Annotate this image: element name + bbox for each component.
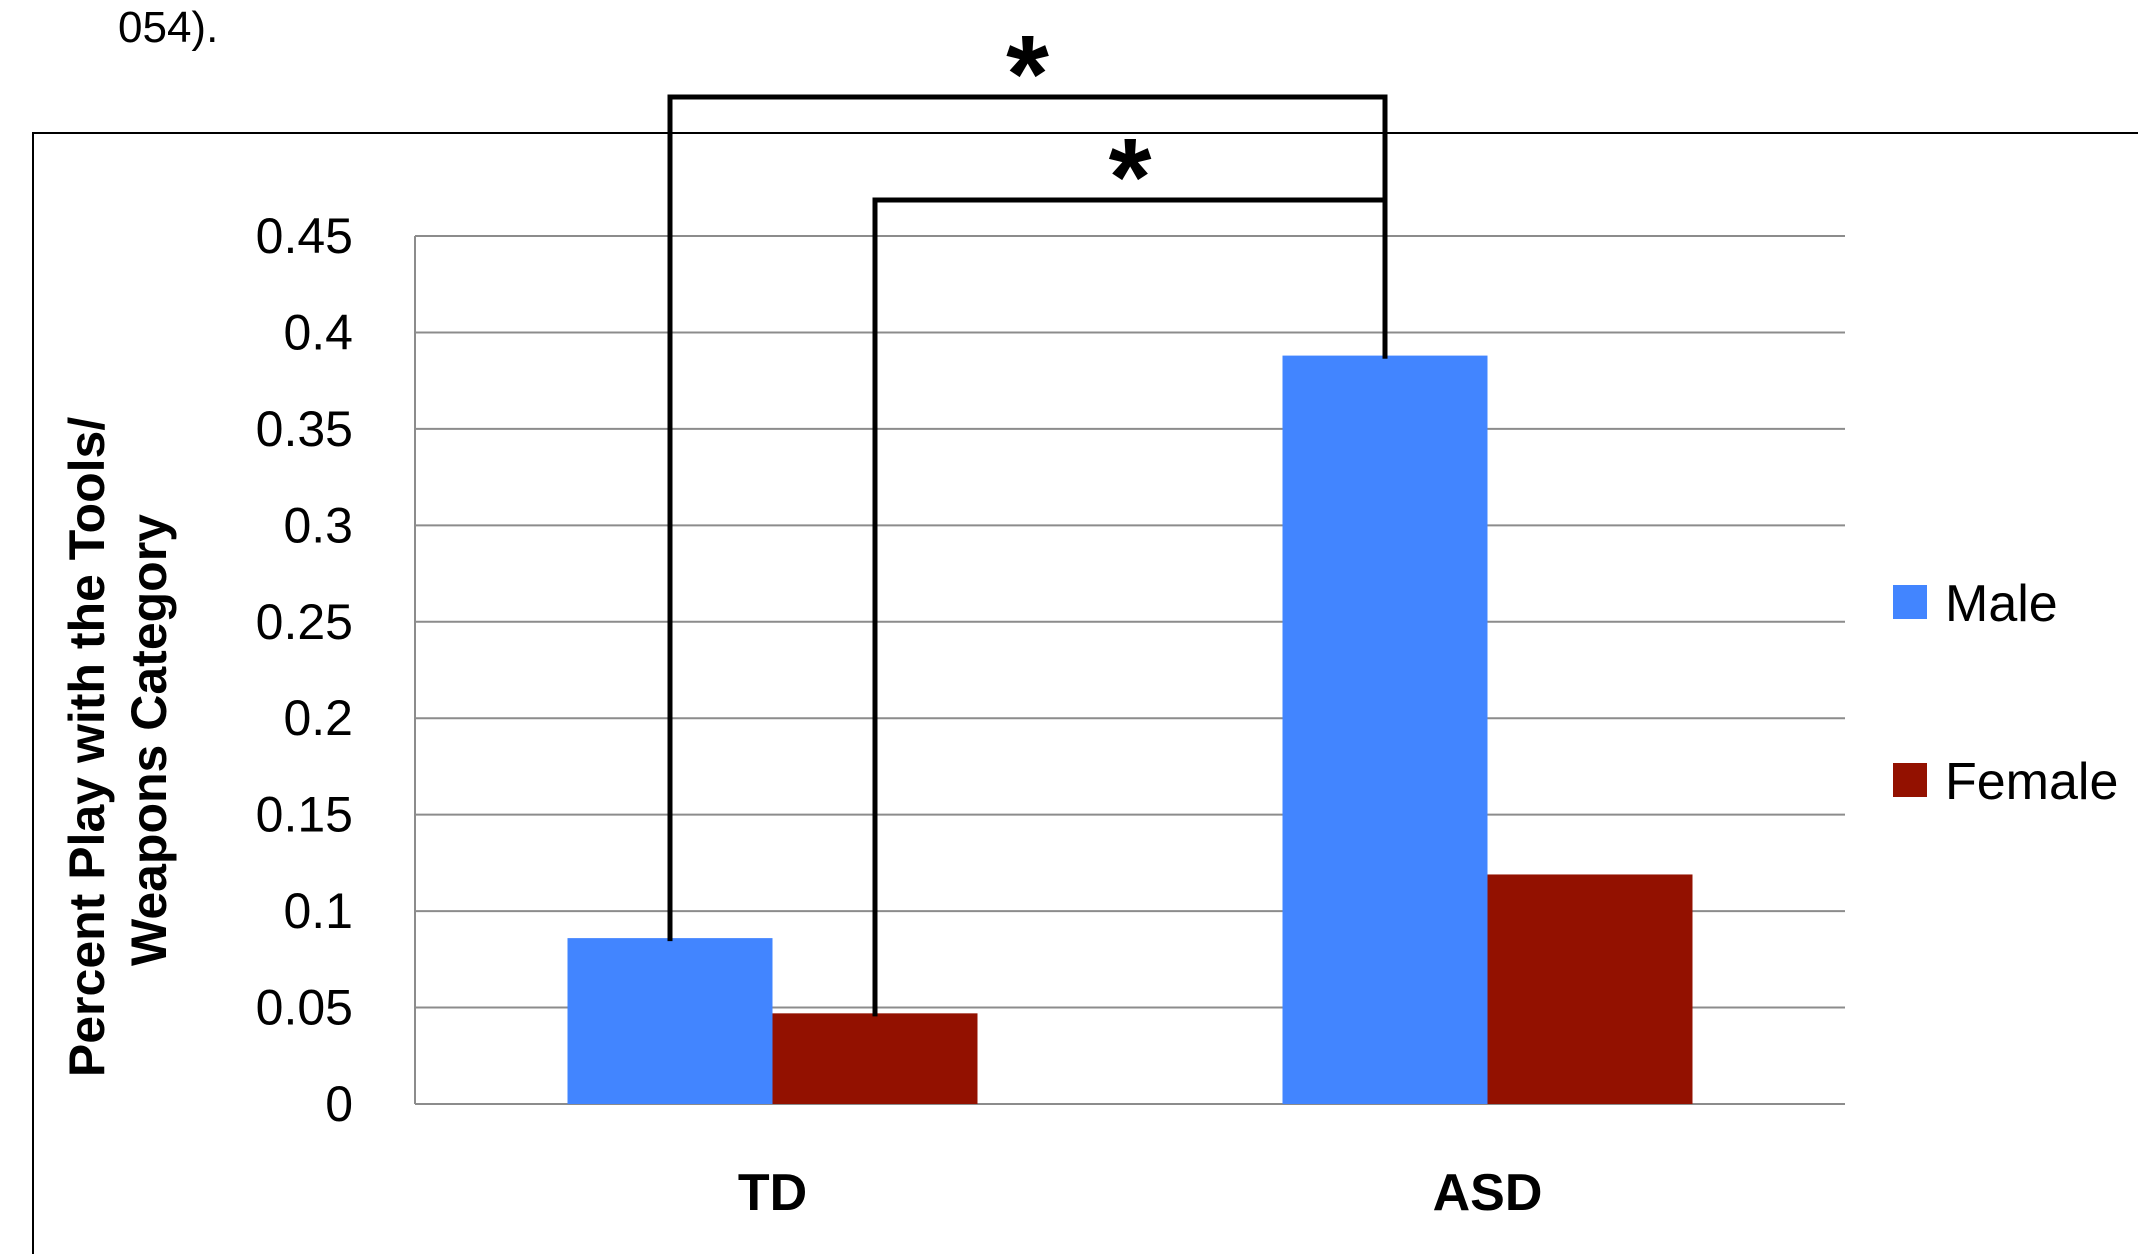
y-tick-label: 0.15 (256, 787, 353, 843)
legend-label-female: Female (1945, 753, 2118, 811)
bars (567, 355, 1693, 1104)
legend-label-male: Male (1945, 575, 2058, 633)
legend: Male Female (1893, 575, 2118, 811)
significance-star: * (1109, 116, 1152, 239)
y-tick-labels: 0 0.05 0.1 0.15 0.2 0.25 0.3 0.35 0.4 0.45 (256, 208, 353, 1132)
legend-swatch-male (1893, 585, 1927, 619)
y-axis-label-line-1: Percent Play with the Tools/ (59, 417, 115, 1077)
significance-bracket (872, 197, 1388, 1017)
y-tick-label: 0.3 (283, 497, 353, 553)
category-labels: TD ASD (738, 1164, 1543, 1222)
significance-brackets: ** (667, 13, 1388, 1017)
y-tick-label: 0.05 (256, 980, 353, 1036)
y-axis-label-line-2: Weapons Category (121, 514, 177, 966)
caption-fragment: 054). (118, 3, 218, 52)
y-tick-label: 0.4 (283, 304, 353, 360)
significance-star: * (1006, 13, 1049, 136)
x-category-label: TD (738, 1164, 807, 1222)
y-tick-label: 0.35 (256, 401, 353, 457)
chart-frame (32, 132, 2138, 1254)
gridlines (414, 235, 1845, 1105)
bar-asd-male (1282, 355, 1488, 1104)
bar-asd-female (1487, 874, 1693, 1104)
bar-td-female (772, 1013, 978, 1104)
bar-td-male (567, 938, 773, 1104)
y-tick-label: 0 (325, 1076, 353, 1132)
y-tick-label: 0.1 (283, 883, 353, 939)
y-tick-label: 0.2 (283, 690, 353, 746)
y-tick-label: 0.45 (256, 208, 353, 264)
y-tick-label: 0.25 (256, 594, 353, 650)
legend-swatch-female (1893, 763, 1927, 797)
x-category-label: ASD (1433, 1164, 1543, 1222)
y-axis-label: Percent Play with the Tools/ Weapons Cat… (59, 403, 177, 1077)
